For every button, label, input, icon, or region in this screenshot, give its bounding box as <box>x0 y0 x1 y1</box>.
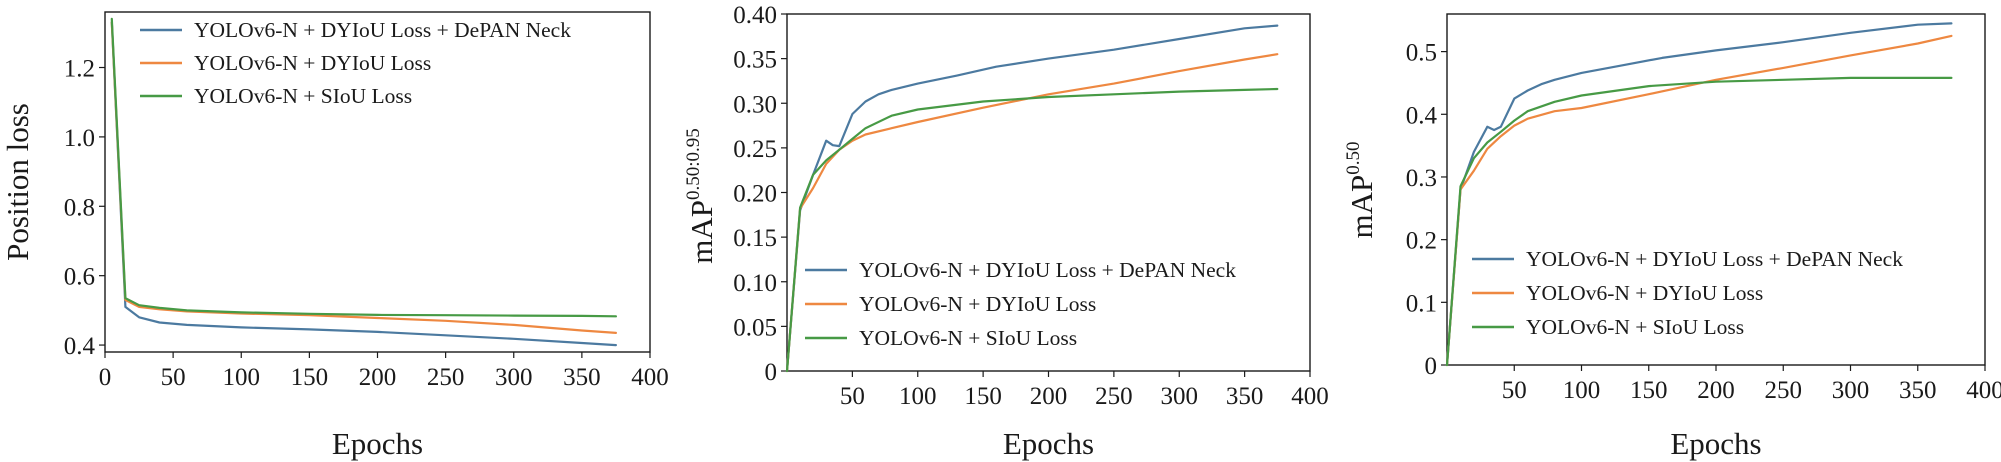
y-tick-label: 0.35 <box>733 47 777 74</box>
y-axis-title-main: mAP <box>1344 175 1379 239</box>
legend-label-2: YOLOv6-N + DYIoU Loss <box>1526 281 1763 305</box>
x-tick-label: 150 <box>1630 377 1668 404</box>
series-line-1 <box>110 21 618 347</box>
y-tick-label: 0.4 <box>1406 102 1438 129</box>
x-tick-label: 200 <box>1697 377 1735 404</box>
x-tick-label: 200 <box>359 364 397 391</box>
x-tick-label: 300 <box>1161 383 1199 410</box>
y-tick-label: 0.2 <box>1406 228 1437 255</box>
y-tick-label: 0 <box>1425 353 1438 380</box>
y-tick-label: 1.0 <box>64 125 95 152</box>
x-tick-label: 400 <box>631 364 669 391</box>
y-tick-label: 0.10 <box>733 270 777 297</box>
legend-label-3: YOLOv6-N + SIoU Loss <box>859 326 1077 350</box>
series-line-3 <box>1445 76 1953 367</box>
x-tick-label: 100 <box>899 383 937 410</box>
chart-panel-3: 50 100 150 200 250 300 350 400 0 0.1 0.2 0.3 0.4 0.5 E… <box>1343 13 2001 461</box>
y-tick-label: 0.5 <box>1406 40 1437 67</box>
y-axis-title: Position loss <box>0 103 35 261</box>
y-axis-title-superscript: 0.50 <box>1343 142 1364 175</box>
legend: YOLOv6-N + DYIoU Loss + DePAN Neck YOLOv6… <box>1472 247 1903 339</box>
y-axis-title: mAP0.50:0.95 <box>683 128 719 264</box>
legend-label-1: YOLOv6-N + DYIoU Loss + DePAN Neck <box>1526 247 1903 271</box>
x-tick-label: 400 <box>1291 383 1329 410</box>
x-tick-label: 350 <box>563 364 601 391</box>
x-axis-title: Epochs <box>1003 426 1094 461</box>
y-axis-title-superscript: 0.50:0.95 <box>683 128 704 200</box>
y-tick-label: 0.3 <box>1406 165 1437 192</box>
plot-frame <box>786 13 1311 372</box>
y-axis-title-main: mAP <box>684 200 719 264</box>
series-line-1 <box>785 24 1279 373</box>
y-tick-label: 0.30 <box>733 91 777 118</box>
x-tick-label: 400 <box>1966 377 2001 404</box>
x-tick-label: 250 <box>1765 377 1803 404</box>
x-axis-title: Epochs <box>1670 426 1761 461</box>
chart-panel-1: 0 50 100 150 200 250 300 350 400 0.4 0.6 0.8 1.0 1.2 E… <box>0 11 669 461</box>
legend: YOLOv6-N + DYIoU Loss + DePAN Neck YOLOv6… <box>140 18 571 108</box>
y-tick-label: 0 <box>765 359 778 386</box>
x-tick-label: 100 <box>223 364 261 391</box>
x-tick-label: 300 <box>1832 377 1870 404</box>
series-line-2 <box>110 21 618 334</box>
series-line-3 <box>785 87 1279 373</box>
chart-panel-2: 50 100 150 200 250 300 350 400 0 0.05 0.10 0.15 0.20… <box>683 2 1329 461</box>
y-tick-label: 0.8 <box>64 194 95 221</box>
x-tick-label: 150 <box>291 364 329 391</box>
y-tick-label: 0.1 <box>1406 290 1437 317</box>
x-tick-label: 350 <box>1899 377 1937 404</box>
legend-label-3: YOLOv6-N + SIoU Loss <box>194 84 412 108</box>
x-tick-label: 250 <box>1095 383 1133 410</box>
legend-label-1: YOLOv6-N + DYIoU Loss + DePAN Neck <box>859 258 1236 282</box>
x-tick-label: 300 <box>495 364 533 391</box>
y-tick-label: 0.40 <box>733 2 777 29</box>
y-tick-label: 0.15 <box>733 225 777 252</box>
legend-label-3: YOLOv6-N + SIoU Loss <box>1526 315 1744 339</box>
x-tick-label: 350 <box>1226 383 1264 410</box>
y-tick-label: 0.20 <box>733 181 777 208</box>
y-tick-label: 0.6 <box>64 264 95 291</box>
legend-label-2: YOLOv6-N + DYIoU Loss <box>194 51 431 75</box>
legend: YOLOv6-N + DYIoU Loss + DePAN Neck YOLOv6… <box>805 258 1236 350</box>
x-tick-label: 150 <box>964 383 1002 410</box>
plot-frame <box>1446 13 1986 366</box>
legend-label-2: YOLOv6-N + DYIoU Loss <box>859 292 1096 316</box>
y-tick-label: 0.25 <box>733 136 777 163</box>
series-line-1 <box>1445 22 1953 367</box>
x-tick-label: 250 <box>427 364 465 391</box>
y-axis-title: mAP0.50 <box>1343 142 1379 239</box>
y-tick-label: 1.2 <box>64 56 95 83</box>
x-tick-label: 0 <box>99 364 112 391</box>
x-tick-label: 200 <box>1030 383 1068 410</box>
x-tick-label: 50 <box>1502 377 1527 404</box>
series-line-2 <box>1445 34 1953 367</box>
series-line-3 <box>110 17 618 318</box>
x-tick-label: 50 <box>840 383 865 410</box>
legend-label-1: YOLOv6-N + DYIoU Loss + DePAN Neck <box>194 18 571 42</box>
x-tick-label: 50 <box>161 364 186 391</box>
x-tick-label: 100 <box>1563 377 1601 404</box>
x-axis-title: Epochs <box>332 426 423 461</box>
y-tick-label: 0.05 <box>733 314 777 341</box>
y-tick-label: 0.4 <box>64 333 96 360</box>
series-line-2 <box>785 53 1279 373</box>
